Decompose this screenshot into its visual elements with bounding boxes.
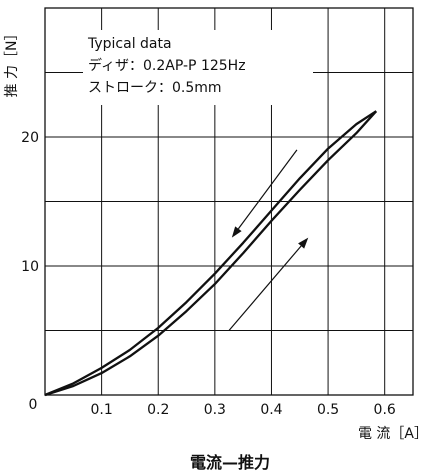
x-tick-label: 0.4 [260, 402, 282, 418]
chart-title: 電流—推力 [190, 453, 270, 472]
x-tick-label: 0.5 [317, 402, 339, 418]
annotation-line: Typical data [87, 36, 172, 52]
arrows-group [228, 149, 309, 331]
series-line [44, 110, 378, 397]
plot-frame [44, 7, 414, 396]
arrow-increasing [228, 237, 309, 331]
origin-label: 0 [29, 397, 38, 413]
annotation-line: ディザ：0.2AP-P 125Hz [88, 57, 246, 74]
x-axis-label: 電 流［A］ [358, 426, 428, 442]
y-tick-label: 10 [21, 259, 39, 275]
y-tick-labels: 10 20 [21, 130, 39, 275]
x-tick-label: 0.2 [147, 402, 169, 418]
arrow-decreasing [231, 149, 298, 238]
series-group [44, 110, 378, 397]
y-tick-label: 20 [21, 130, 39, 146]
x-tick-label: 0.3 [204, 402, 226, 418]
annotation-line: ストローク：0.5mm [88, 80, 222, 96]
x-tick-label: 0.1 [90, 402, 112, 418]
x-tick-labels: 0.1 0.2 0.3 0.4 0.5 0.6 [90, 402, 395, 418]
x-tick-label: 0.6 [374, 402, 396, 418]
annotation: Typical data ディザ：0.2AP-P 125Hz ストローク：0.5mm [87, 36, 246, 96]
series-line [44, 110, 377, 397]
y-axis-label: 推 力［N］ [4, 27, 20, 98]
annotation-background [83, 30, 313, 105]
